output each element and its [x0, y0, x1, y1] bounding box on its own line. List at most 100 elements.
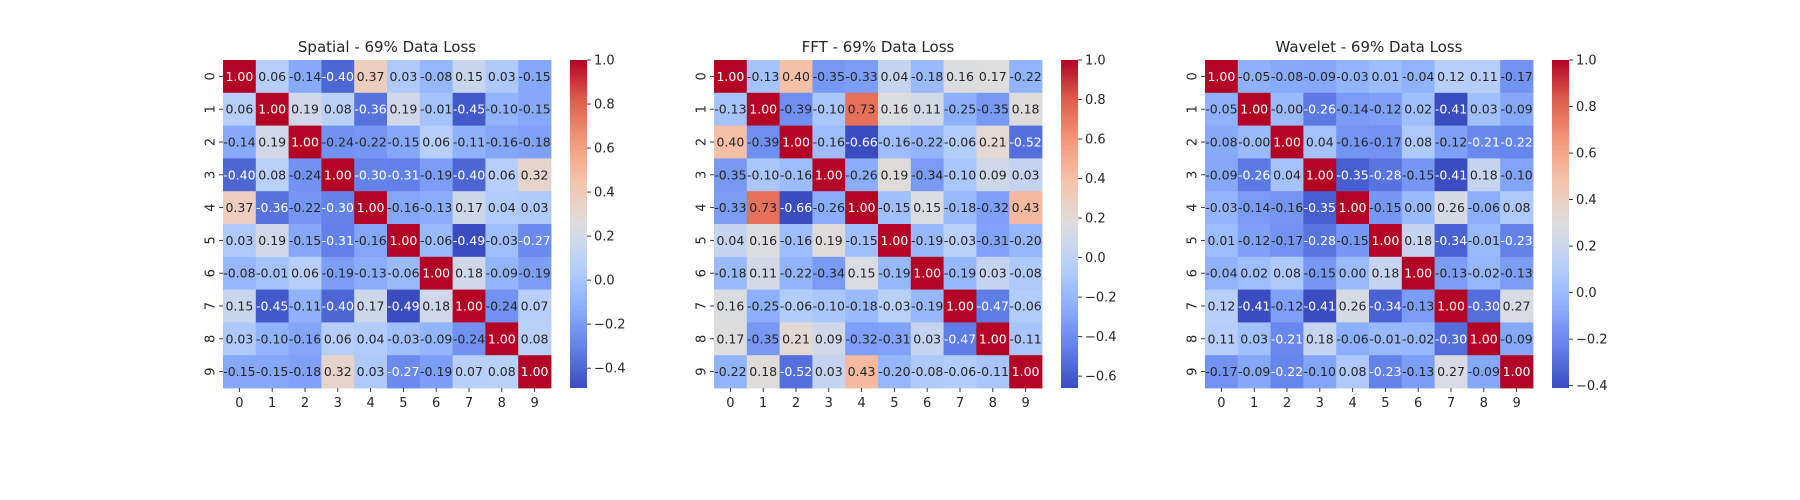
cell-value-label: -0.40	[223, 167, 255, 182]
cell-value-label: -0.31	[878, 331, 910, 346]
heatmap-cell	[321, 191, 355, 225]
heatmap-cell	[288, 355, 322, 389]
cell-value-label: -0.15	[878, 200, 910, 215]
heatmap-cell	[255, 125, 289, 159]
cell-value-label: -0.16	[289, 331, 321, 346]
heatmap-cell	[976, 125, 1010, 159]
heatmap-cell	[845, 60, 879, 94]
heatmap-cell	[878, 125, 912, 159]
cell-value-label: -0.13	[1435, 266, 1467, 281]
cell-value-label: 0.08	[324, 102, 352, 117]
cell-value-label: 0.12	[1207, 299, 1235, 314]
cell-value-label: 1.00	[880, 233, 908, 248]
heatmap-cell	[1303, 191, 1337, 225]
colorbar-tick-label: 1.0	[594, 54, 615, 69]
heatmap-cell	[976, 289, 1010, 323]
heatmap-cell	[910, 92, 944, 126]
cell-value-label: -0.01	[420, 102, 452, 117]
x-tick-label: 0	[1217, 396, 1225, 411]
heatmap-cell	[1369, 289, 1403, 323]
chart-title: FFT - 69% Data Loss	[802, 38, 955, 56]
cell-value-label: 0.15	[848, 266, 876, 281]
heatmap-cell	[354, 256, 388, 290]
cell-value-label: -0.08	[1009, 266, 1041, 281]
heatmap-cell	[1434, 256, 1468, 290]
heatmap-cell	[1401, 289, 1435, 323]
y-tick-label: 5	[1186, 236, 1201, 244]
cell-value-label: -0.30	[1435, 331, 1467, 346]
heatmap-cell	[321, 60, 355, 94]
heatmap-cell	[878, 355, 912, 389]
heatmap-cell	[452, 158, 486, 192]
cell-value-label: -0.39	[780, 102, 812, 117]
cell-value-label: -0.40	[322, 299, 354, 314]
cell-value-label: 1.00	[1207, 69, 1235, 84]
cell-value-label: -0.26	[813, 200, 845, 215]
cell-value-label: 0.19	[389, 102, 417, 117]
heatmap-cell	[1336, 158, 1370, 192]
cell-value-label: 0.18	[1470, 167, 1498, 182]
cell-value-label: -0.30	[354, 167, 386, 182]
cell-value-label: -0.22	[1271, 364, 1303, 379]
cell-value-label: -0.34	[1435, 233, 1467, 248]
heatmap-cell	[1237, 322, 1271, 356]
heatmap-cell	[1270, 191, 1304, 225]
heatmap-cell	[288, 92, 322, 126]
heatmap-cell	[746, 60, 780, 94]
heatmap-cell	[1336, 125, 1370, 159]
heatmap-cell	[812, 256, 846, 290]
heatmap-cell	[1401, 224, 1435, 258]
heatmap-cell	[452, 125, 486, 159]
cell-value-label: -0.45	[453, 102, 485, 117]
y-tick-label: 7	[204, 302, 219, 310]
heatmap-cell	[878, 191, 912, 225]
heatmap-cell	[354, 322, 388, 356]
heatmap-cell	[387, 191, 421, 225]
y-tick-label: 6	[204, 269, 219, 277]
heatmap-cell	[485, 322, 519, 356]
cell-value-label: -0.10	[1500, 167, 1532, 182]
cell-value-label: -0.12	[1435, 135, 1467, 150]
heatmap-cell	[255, 158, 289, 192]
cell-value-label: 0.08	[1339, 364, 1367, 379]
cell-value-label: 1.00	[782, 135, 810, 150]
cell-value-label: 0.04	[1273, 167, 1301, 182]
heatmap-cell	[387, 92, 421, 126]
heatmap-cell	[812, 60, 846, 94]
colorbar-tick-label: 0.4	[594, 186, 615, 201]
cell-value-label: -0.20	[878, 364, 910, 379]
heatmap-cell	[714, 60, 748, 94]
cell-value-label: -0.26	[1304, 102, 1336, 117]
heatmap-cell	[943, 289, 977, 323]
cell-value-label: 0.01	[1371, 69, 1399, 84]
cell-value-label: -0.19	[944, 266, 976, 281]
cell-value-label: -0.08	[911, 364, 943, 379]
heatmap-cell	[1336, 224, 1370, 258]
heatmap-cell	[779, 322, 813, 356]
cell-value-label: -0.19	[420, 364, 452, 379]
x-tick-label: 5	[890, 396, 898, 411]
heatmap-cell	[518, 92, 552, 126]
heatmap-cell	[354, 191, 388, 225]
cell-value-label: -0.19	[518, 266, 550, 281]
heatmap-cell	[878, 289, 912, 323]
heatmap-cell	[223, 322, 257, 356]
cell-value-label: 0.08	[1404, 135, 1432, 150]
cell-value-label: 0.19	[815, 233, 843, 248]
cell-value-label: -0.01	[1468, 233, 1500, 248]
heatmap-cell	[354, 355, 388, 389]
heatmap-cell	[419, 256, 453, 290]
heatmap-cell	[812, 322, 846, 356]
heatmap-cell	[223, 355, 257, 389]
cell-value-label: -0.15	[1402, 167, 1434, 182]
cell-value-label: 1.00	[389, 233, 417, 248]
heatmap-cell	[387, 158, 421, 192]
heatmap-cell	[746, 125, 780, 159]
heatmap-cell	[910, 125, 944, 159]
heatmap-cell	[1434, 60, 1468, 94]
cell-value-label: -0.41	[1435, 102, 1467, 117]
cell-value-label: -0.13	[1402, 299, 1434, 314]
heatmap-cell	[1303, 322, 1337, 356]
heatmap-cell	[1434, 92, 1468, 126]
cell-value-label: -0.18	[289, 364, 321, 379]
